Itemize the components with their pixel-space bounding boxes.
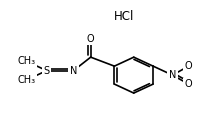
Text: N: N [70, 66, 77, 76]
Text: O: O [185, 79, 192, 89]
Text: N: N [169, 70, 176, 80]
Text: CH₃: CH₃ [17, 75, 35, 85]
Text: O: O [87, 34, 95, 44]
Text: O: O [185, 61, 192, 71]
Text: S: S [44, 66, 50, 76]
Text: CH₃: CH₃ [17, 56, 35, 66]
Text: HCl: HCl [114, 10, 134, 23]
